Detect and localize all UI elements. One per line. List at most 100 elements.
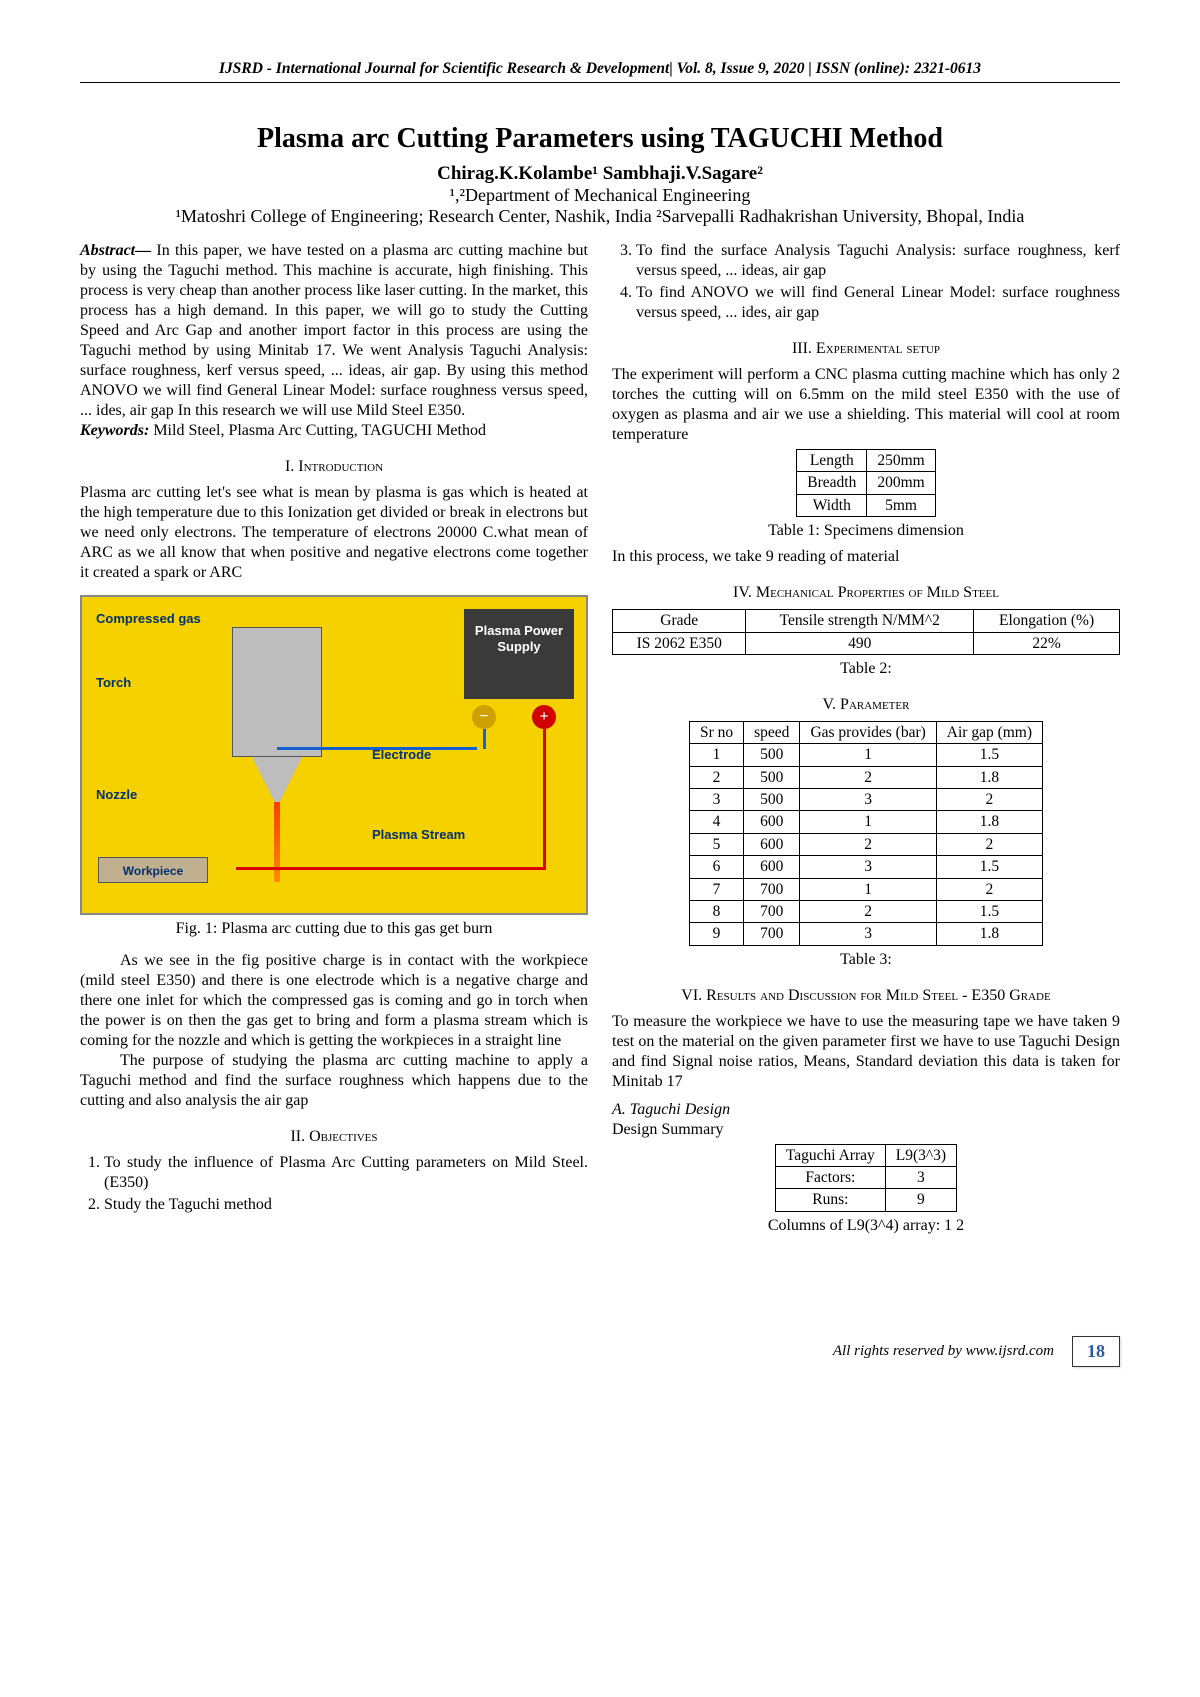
cell: 1.8 bbox=[936, 811, 1042, 833]
section-parameter: V. Parameter bbox=[612, 695, 1120, 715]
cell: 4 bbox=[689, 811, 743, 833]
intro-para-2: As we see in the fig positive charge is … bbox=[80, 951, 588, 1051]
cell: 3 bbox=[800, 789, 936, 811]
page-number: 18 bbox=[1072, 1336, 1120, 1367]
cell: 1.8 bbox=[936, 766, 1042, 788]
cell: 1 bbox=[800, 878, 936, 900]
table-parameters: Sr nospeedGas provides (bar)Air gap (mm)… bbox=[689, 721, 1043, 946]
cell: Breadth bbox=[797, 472, 867, 494]
table-row: Taguchi ArrayL9(3^3) bbox=[775, 1144, 956, 1166]
cell: 200mm bbox=[867, 472, 935, 494]
cell: Tensile strength N/MM^2 bbox=[746, 610, 974, 632]
cell: 500 bbox=[744, 789, 800, 811]
cell: 22% bbox=[974, 632, 1120, 654]
cell: 6 bbox=[689, 856, 743, 878]
figure-1: Compressed gas Torch Nozzle Plasma Power… bbox=[80, 595, 588, 939]
cell: 500 bbox=[744, 766, 800, 788]
cell: 490 bbox=[746, 632, 974, 654]
wire-pos-h bbox=[236, 867, 546, 870]
table-row: Length250mm bbox=[797, 450, 935, 472]
terminal-pos: + bbox=[532, 705, 556, 729]
table-row: 870021.5 bbox=[689, 900, 1042, 922]
cell: 1 bbox=[800, 744, 936, 766]
affiliation-inst: ¹Matoshri College of Engineering; Resear… bbox=[80, 206, 1120, 227]
paper-title: Plasma arc Cutting Parameters using TAGU… bbox=[80, 123, 1120, 155]
plasma-power-supply: Plasma Power Supply bbox=[464, 609, 574, 699]
keywords-text: Mild Steel, Plasma Arc Cutting, TAGUCHI … bbox=[149, 422, 486, 439]
cell: 600 bbox=[744, 833, 800, 855]
journal-header: IJSRD - International Journal for Scient… bbox=[80, 60, 1120, 83]
results-para-1: To measure the workpiece we have to use … bbox=[612, 1012, 1120, 1092]
footer-text: All rights reserved by www.ijsrd.com bbox=[833, 1343, 1054, 1360]
cell: Width bbox=[797, 494, 867, 516]
cell: Runs: bbox=[775, 1189, 885, 1211]
table-row: 770012 bbox=[689, 878, 1042, 900]
cell: Elongation (%) bbox=[974, 610, 1120, 632]
cell: 2 bbox=[936, 789, 1042, 811]
plasma-stream bbox=[274, 802, 280, 882]
table-row: Factors:3 bbox=[775, 1167, 956, 1189]
exp-para-2: In this process, we take 9 reading of ma… bbox=[612, 547, 1120, 567]
table-4-caption: Columns of L9(3^4) array: 1 2 bbox=[612, 1216, 1120, 1236]
cell: 5 bbox=[689, 833, 743, 855]
cell: 1.5 bbox=[936, 856, 1042, 878]
nozzle-shape bbox=[252, 757, 302, 807]
cell: Length bbox=[797, 450, 867, 472]
keywords: Keywords: Mild Steel, Plasma Arc Cutting… bbox=[80, 421, 588, 441]
objective-item: To find the surface Analysis Taguchi Ana… bbox=[636, 241, 1120, 281]
cell: 3 bbox=[885, 1167, 956, 1189]
table-row: IS 2062 E350 490 22% bbox=[613, 632, 1120, 654]
section-results: VI. Results and Discussion for Mild Stee… bbox=[612, 986, 1120, 1006]
torch-body bbox=[232, 627, 322, 757]
table-row: Width5mm bbox=[797, 494, 935, 516]
intro-para-1: Plasma arc cutting let's see what is mea… bbox=[80, 483, 588, 583]
cell: 3 bbox=[800, 923, 936, 945]
cell: Grade bbox=[613, 610, 746, 632]
cell: 2 bbox=[800, 833, 936, 855]
authors: Chirag.K.Kolambe¹ Sambhaji.V.Sagare² bbox=[80, 163, 1120, 185]
cell: 2 bbox=[936, 878, 1042, 900]
cell: 1.8 bbox=[936, 923, 1042, 945]
design-summary-label: Design Summary bbox=[612, 1120, 1120, 1140]
table-row: Grade Tensile strength N/MM^2 Elongation… bbox=[613, 610, 1120, 632]
objective-item: Study the Taguchi method bbox=[104, 1195, 588, 1215]
intro-para-3: The purpose of studying the plasma arc c… bbox=[80, 1051, 588, 1111]
cell: Taguchi Array bbox=[775, 1144, 885, 1166]
cell: 500 bbox=[744, 744, 800, 766]
wire-neg-h bbox=[277, 747, 477, 750]
table-row: 660031.5 bbox=[689, 856, 1042, 878]
wire-neg-v bbox=[483, 729, 486, 749]
section-objectives: II. Objectives bbox=[80, 1127, 588, 1147]
cell: 8 bbox=[689, 900, 743, 922]
table-3-caption: Table 3: bbox=[612, 950, 1120, 970]
section-mech-props: IV. Mechanical Properties of Mild Steel bbox=[612, 583, 1120, 603]
cell: 700 bbox=[744, 878, 800, 900]
cell: 2 bbox=[800, 766, 936, 788]
wire-pos-v bbox=[543, 729, 546, 869]
cell: speed bbox=[744, 721, 800, 743]
exp-para-1: The experiment will perform a CNC plasma… bbox=[612, 365, 1120, 445]
cell: Sr no bbox=[689, 721, 743, 743]
affiliation-dept: ¹,²Department of Mechanical Engineering bbox=[80, 185, 1120, 206]
table-row: 560022 bbox=[689, 833, 1042, 855]
cell: 600 bbox=[744, 811, 800, 833]
cell: Factors: bbox=[775, 1167, 885, 1189]
table-row: 250021.8 bbox=[689, 766, 1042, 788]
cell: IS 2062 E350 bbox=[613, 632, 746, 654]
label-plasma-stream: Plasma Stream bbox=[372, 827, 465, 843]
plasma-diagram: Compressed gas Torch Nozzle Plasma Power… bbox=[80, 595, 588, 915]
table-row: 150011.5 bbox=[689, 744, 1042, 766]
table-row: 970031.8 bbox=[689, 923, 1042, 945]
terminal-neg: − bbox=[472, 705, 496, 729]
cell: 1.5 bbox=[936, 900, 1042, 922]
table-row: Breadth200mm bbox=[797, 472, 935, 494]
cell: Gas provides (bar) bbox=[800, 721, 936, 743]
cell: 2 bbox=[689, 766, 743, 788]
workpiece: Workpiece bbox=[98, 857, 208, 883]
page-footer: All rights reserved by www.ijsrd.com 18 bbox=[80, 1336, 1120, 1367]
cell: 1 bbox=[800, 811, 936, 833]
abstract: Abstract— In this paper, we have tested … bbox=[80, 241, 588, 421]
subsection-taguchi: A. Taguchi Design bbox=[612, 1100, 1120, 1120]
cell: 3 bbox=[689, 789, 743, 811]
table-row: 350032 bbox=[689, 789, 1042, 811]
